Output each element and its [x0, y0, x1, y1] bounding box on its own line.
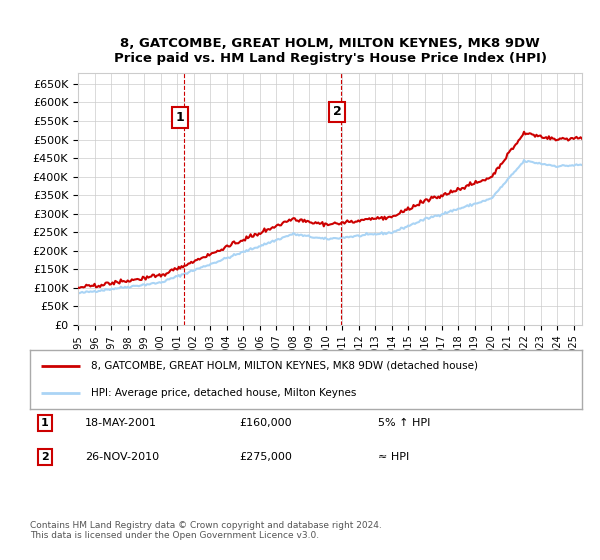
Text: 2: 2: [333, 105, 341, 118]
Text: HPI: Average price, detached house, Milton Keynes: HPI: Average price, detached house, Milt…: [91, 388, 356, 398]
Text: ≈ HPI: ≈ HPI: [378, 452, 409, 462]
Text: 8, GATCOMBE, GREAT HOLM, MILTON KEYNES, MK8 9DW (detached house): 8, GATCOMBE, GREAT HOLM, MILTON KEYNES, …: [91, 361, 478, 371]
Text: 1: 1: [176, 111, 185, 124]
Text: Contains HM Land Registry data © Crown copyright and database right 2024.
This d: Contains HM Land Registry data © Crown c…: [30, 521, 382, 540]
Text: 26-NOV-2010: 26-NOV-2010: [85, 452, 160, 462]
Text: 2: 2: [41, 452, 49, 462]
Text: £275,000: £275,000: [240, 452, 293, 462]
Text: £160,000: £160,000: [240, 418, 292, 428]
Text: 5% ↑ HPI: 5% ↑ HPI: [378, 418, 430, 428]
Title: 8, GATCOMBE, GREAT HOLM, MILTON KEYNES, MK8 9DW
Price paid vs. HM Land Registry': 8, GATCOMBE, GREAT HOLM, MILTON KEYNES, …: [113, 37, 547, 65]
Text: 1: 1: [41, 418, 49, 428]
Text: 18-MAY-2001: 18-MAY-2001: [85, 418, 157, 428]
